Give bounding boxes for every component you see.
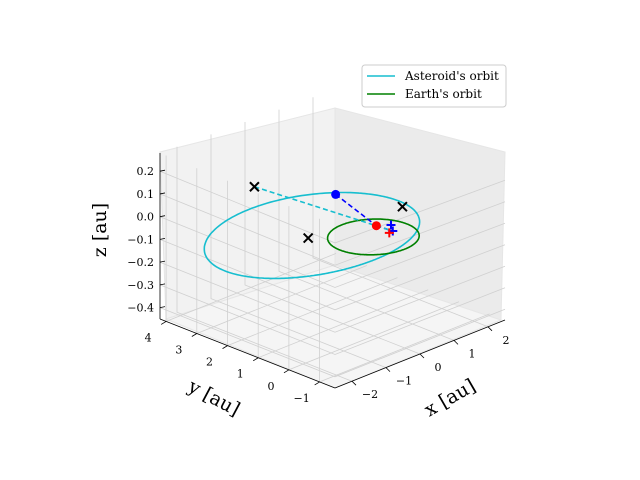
z-tick-mark <box>159 306 166 309</box>
marker-plus-7 <box>386 220 396 230</box>
tick-labels: −2 −1 0 1 2 −1 0 1 2 3 4 0.2 0.1 0.0 −0.1 −0.2 −0.3 −0.4 <box>127 165 509 405</box>
marker-point-4 <box>371 221 381 231</box>
z-tick-mark <box>159 169 166 172</box>
z-tick-label: −0.2 <box>127 256 154 269</box>
y-tick-label: −1 <box>294 392 310 405</box>
marker-plus-6 <box>384 228 394 238</box>
y-tick-label: 4 <box>145 331 152 344</box>
y-tick-label: 2 <box>206 356 213 369</box>
z-tick-label: 0.2 <box>137 165 155 178</box>
legend-box <box>361 64 507 108</box>
z-tick-mark <box>159 192 166 195</box>
y-axis-line <box>159 318 336 389</box>
x-tick-label: −1 <box>396 375 412 388</box>
x-tick-label: 1 <box>469 347 476 360</box>
legend-label-asteroid: Asteroid's orbit <box>404 69 499 83</box>
y-tick-mark <box>191 333 198 337</box>
legend-label-earth: Earth's orbit <box>405 87 482 101</box>
z-tick-mark <box>159 238 166 240</box>
z-gridline <box>159 216 506 288</box>
x-gridline <box>176 146 353 382</box>
y-tick-mark <box>314 381 320 386</box>
x-tick-mark <box>385 367 391 372</box>
z-tick-label: −0.4 <box>127 302 154 315</box>
y-tick-mark <box>160 321 167 325</box>
x-axis-label: x [au] <box>421 375 480 422</box>
z-tick-mark <box>159 260 166 263</box>
z-gridline <box>159 307 506 378</box>
z-tick-label: −0.3 <box>127 279 154 292</box>
z-tick-label: 0.1 <box>137 188 155 201</box>
legend: Asteroid's orbit Earth's orbit <box>361 64 507 108</box>
x-gridline <box>210 134 387 368</box>
x-tick-mark <box>419 353 425 359</box>
z-gridline <box>159 284 506 355</box>
x-tick-label: 0 <box>435 361 442 374</box>
x-gridline <box>312 97 489 328</box>
x-tick-mark <box>351 380 357 386</box>
x-gridline <box>278 109 455 341</box>
z-gridline <box>159 193 506 266</box>
z-axis-label: z [au] <box>89 203 111 257</box>
z-tick-label: −0.1 <box>127 233 154 246</box>
y-tick-label: 0 <box>267 380 274 393</box>
connector-line-2 <box>254 185 394 232</box>
x-tick-mark <box>453 340 459 345</box>
x-tick-label: −2 <box>362 388 378 401</box>
z-tick-mark <box>159 215 166 218</box>
orbit-line-1 <box>326 218 421 256</box>
orbit-line-0 <box>203 191 421 280</box>
z-tick-label: 0.0 <box>137 211 155 224</box>
z-tick-mark <box>159 283 166 286</box>
y-tick-mark <box>283 369 290 374</box>
markers <box>249 181 408 244</box>
z-gridline <box>159 261 506 333</box>
marker-x-1 <box>302 232 314 244</box>
floor-pane <box>164 264 503 389</box>
y-tick-label: 3 <box>175 344 182 357</box>
x-tick-label: 2 <box>503 334 510 347</box>
y-tick-mark <box>222 345 228 349</box>
y-tick-mark <box>253 357 259 362</box>
marker-x-2 <box>397 201 408 212</box>
y-axis-label: y [au] <box>184 375 244 421</box>
z-gridline <box>159 170 506 244</box>
marker-x-0 <box>249 181 260 192</box>
y-tick-label: 1 <box>237 368 244 381</box>
marker-point-3 <box>331 189 341 199</box>
orbit-curves <box>203 191 421 280</box>
x-gridline <box>244 122 421 355</box>
z-gridline <box>159 239 506 311</box>
connector-line-0 <box>335 193 377 227</box>
x-tick-mark <box>487 326 493 332</box>
